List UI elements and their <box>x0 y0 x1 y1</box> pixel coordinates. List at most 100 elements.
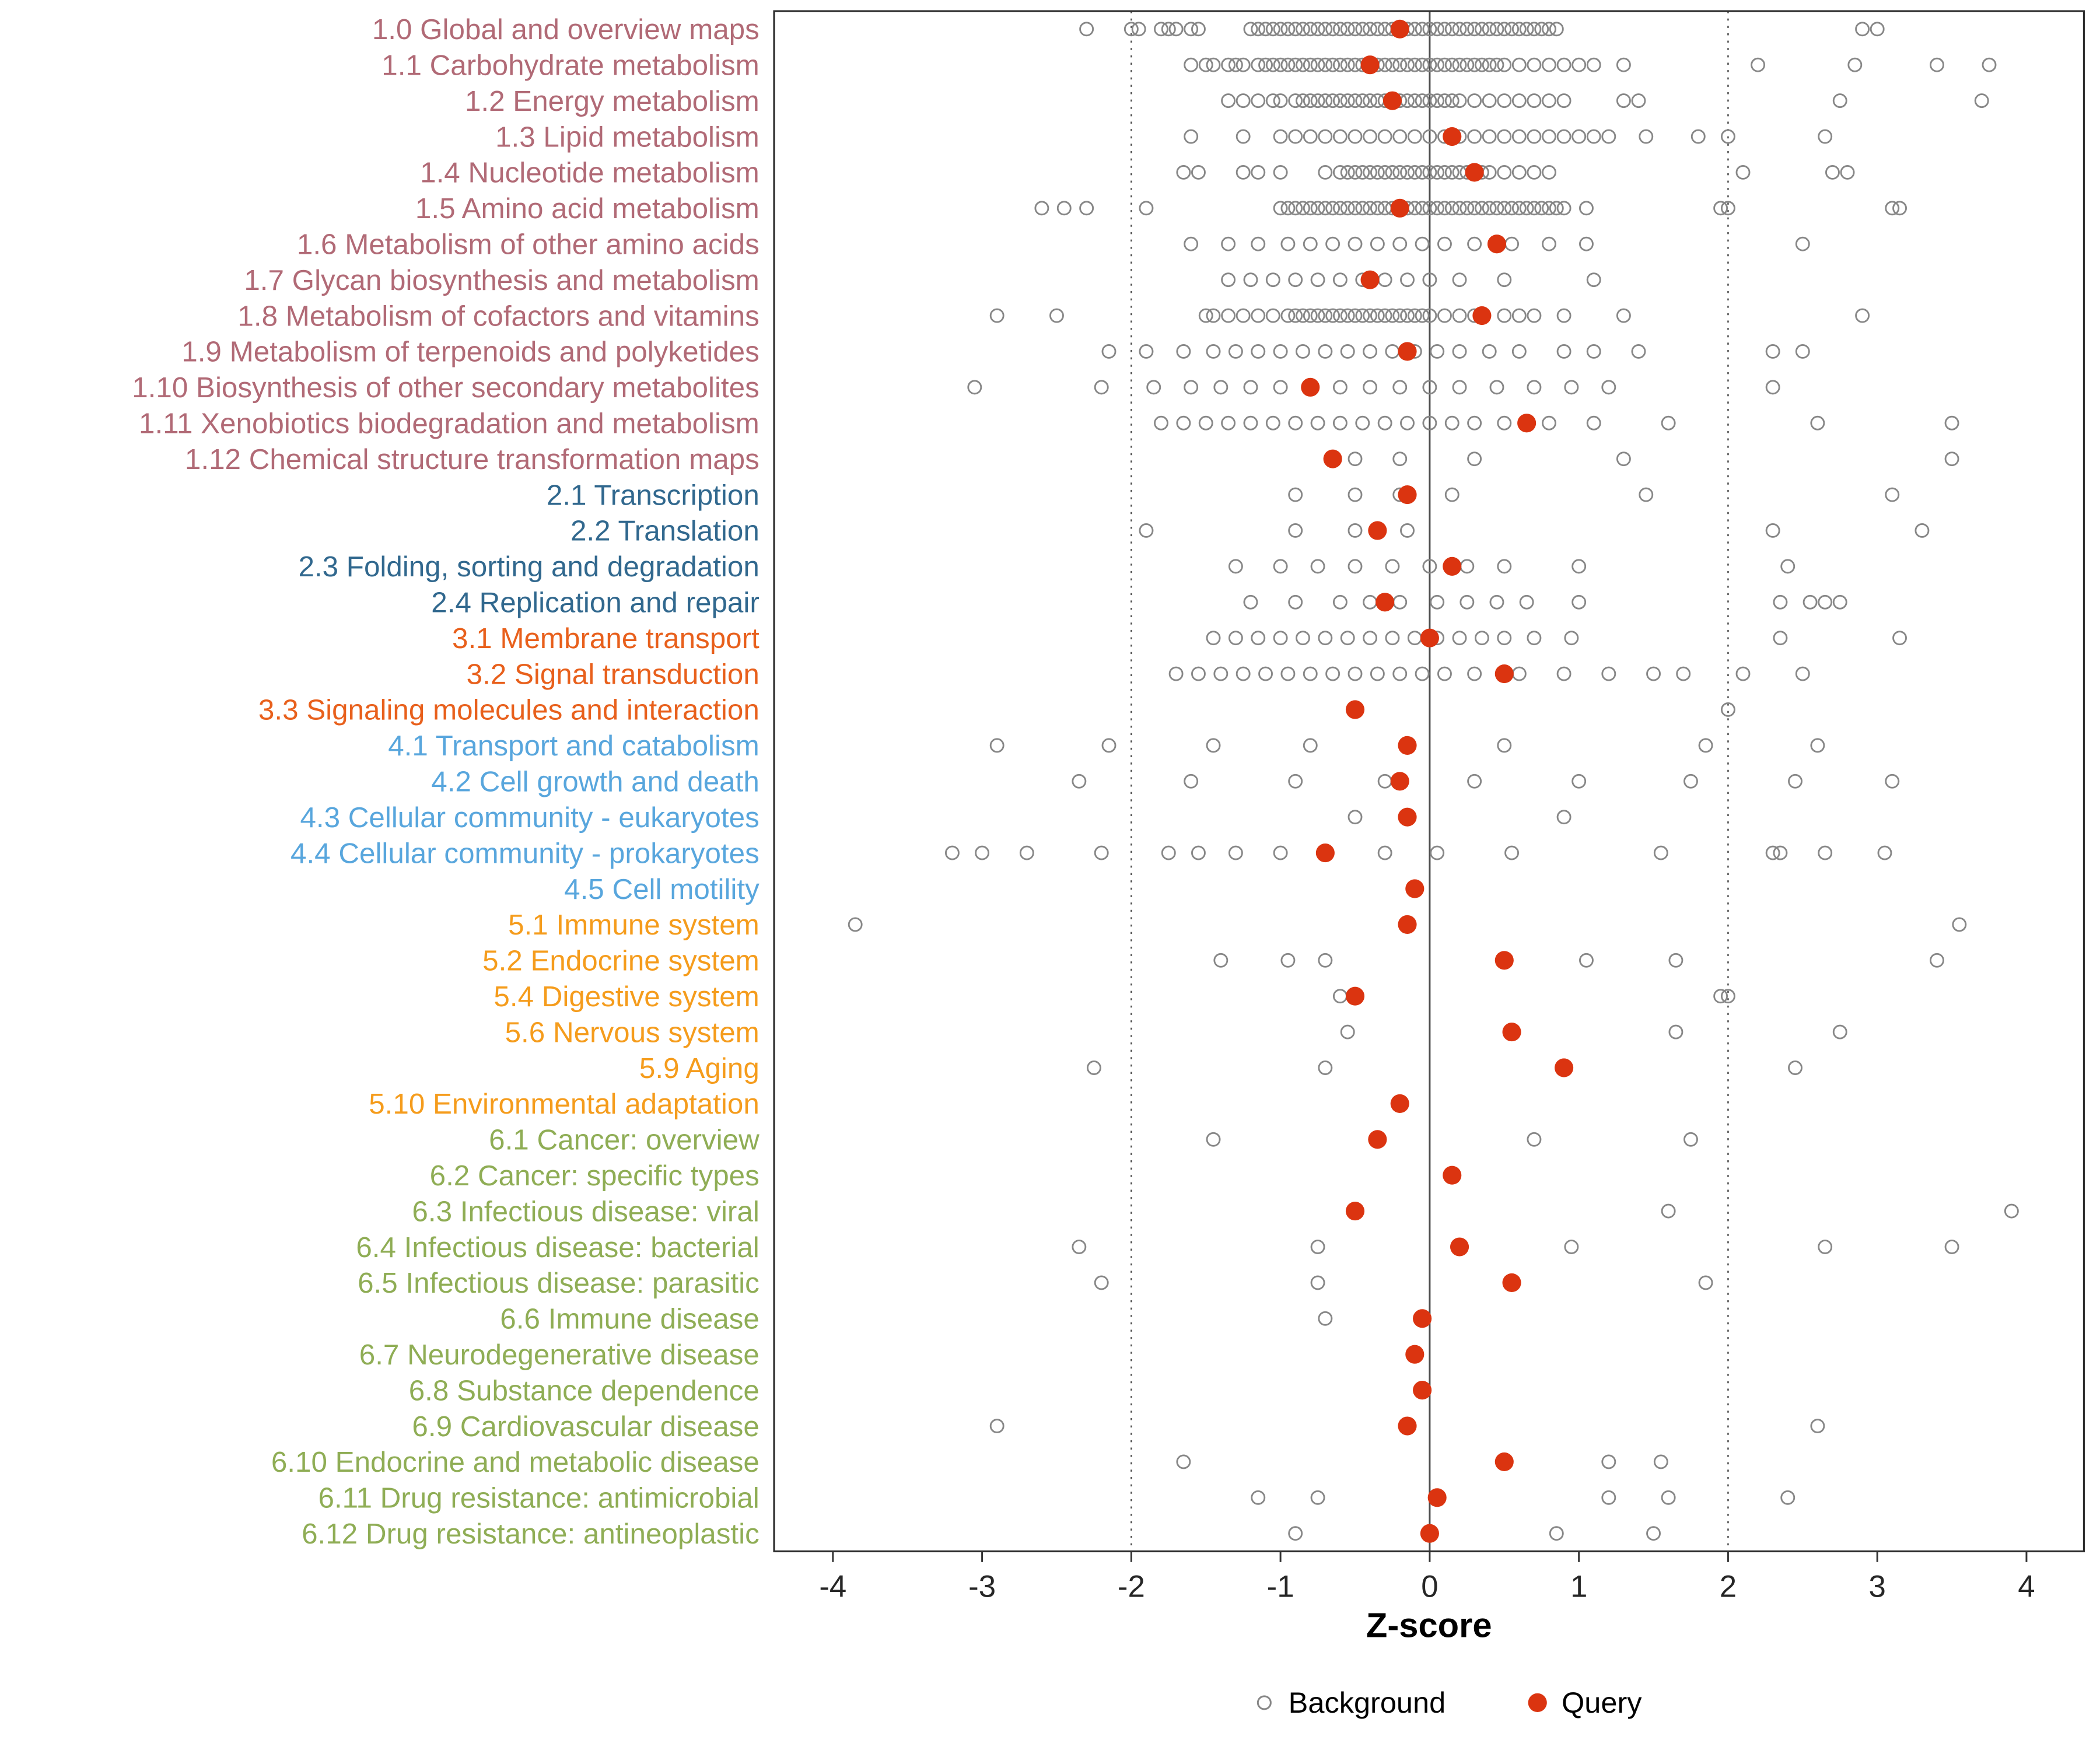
background-point <box>1072 1240 1087 1254</box>
background-point <box>1556 57 1572 72</box>
background-point <box>1437 57 1452 72</box>
background-point <box>1265 93 1280 108</box>
background-point <box>1467 129 1482 144</box>
query-point <box>1443 556 1462 576</box>
background-point <box>1549 1526 1564 1541</box>
row-label: 4.1 Transport and catabolism <box>388 730 760 762</box>
background-point <box>1377 845 1392 860</box>
background-point <box>1832 594 1847 610</box>
background-point <box>1363 201 1378 216</box>
background-point <box>1489 22 1504 37</box>
background-point <box>1377 22 1392 37</box>
background-point <box>1452 93 1467 108</box>
background-point <box>1773 845 1788 860</box>
row-label: 1.9 Metabolism of terpenoids and polyket… <box>181 336 760 368</box>
query-point <box>1555 1058 1574 1077</box>
background-point <box>1631 93 1646 108</box>
background-point <box>1430 594 1445 610</box>
background-point <box>1407 93 1422 108</box>
row-label: 2.1 Transcription <box>547 479 760 511</box>
background-point <box>1236 57 1251 72</box>
background-point <box>1601 666 1616 681</box>
background-point <box>1430 22 1445 37</box>
background-point <box>1422 308 1437 323</box>
query-point <box>1368 521 1387 540</box>
row-label: 6.2 Cancer: specific types <box>430 1160 760 1192</box>
background-point <box>1184 129 1199 144</box>
background-point <box>1601 1454 1616 1469</box>
background-point <box>1422 57 1437 72</box>
background-point <box>1511 201 1527 216</box>
background-point <box>1511 666 1527 681</box>
background-point <box>1676 666 1691 681</box>
row-label: 1.1 Carbohydrate metabolism <box>382 50 759 82</box>
background-point <box>1422 93 1437 108</box>
background-point <box>1542 22 1556 37</box>
background-point <box>1572 594 1587 610</box>
query-point <box>1315 844 1335 863</box>
background-point <box>1191 666 1206 681</box>
background-point <box>1288 272 1303 288</box>
background-point <box>1765 523 1780 538</box>
background-point <box>1348 164 1363 180</box>
background-point <box>1952 917 1967 932</box>
background-point <box>1392 666 1408 681</box>
background-point <box>1288 201 1303 216</box>
background-point <box>1251 308 1266 323</box>
background-point <box>1511 344 1527 359</box>
background-point <box>1460 22 1475 37</box>
background-point <box>1273 380 1288 395</box>
background-point <box>1273 559 1288 574</box>
background-point <box>1489 594 1504 610</box>
background-point <box>1497 201 1512 216</box>
background-point <box>1251 93 1266 108</box>
background-point <box>1444 93 1460 108</box>
query-point <box>1398 485 1417 505</box>
row-label: 3.2 Signal transduction <box>467 658 760 690</box>
background-point <box>989 1419 1005 1433</box>
background-point <box>1482 22 1497 37</box>
background-point <box>1363 129 1378 144</box>
background-point <box>1870 22 1885 37</box>
background-point <box>1049 308 1064 323</box>
row-label: 1.6 Metabolism of other amino acids <box>297 229 760 261</box>
background-point <box>1296 631 1310 646</box>
background-point <box>1549 22 1564 37</box>
row-label: 5.10 Environmental adaptation <box>369 1088 760 1120</box>
background-point <box>1377 164 1392 180</box>
background-point <box>1184 57 1199 72</box>
row-label: 1.12 Chemical structure transformation m… <box>185 443 760 475</box>
query-point <box>1405 1345 1424 1364</box>
background-point <box>1400 272 1415 288</box>
background-point <box>1318 22 1333 37</box>
background-point <box>1460 57 1475 72</box>
background-point <box>1437 308 1452 323</box>
background-point <box>1363 93 1378 108</box>
query-point <box>1345 986 1365 1006</box>
background-point <box>1915 523 1930 538</box>
background-point <box>1415 93 1430 108</box>
background-point <box>1631 344 1646 359</box>
background-point <box>1467 236 1482 251</box>
row-label: 1.3 Lipid metabolism <box>495 121 760 153</box>
query-point <box>1494 664 1514 684</box>
background-point <box>1198 308 1213 323</box>
background-point <box>1377 129 1392 144</box>
background-point <box>1303 22 1318 37</box>
background-point <box>1236 93 1251 108</box>
background-point <box>1527 380 1542 395</box>
background-point <box>1296 308 1310 323</box>
background-point <box>1556 308 1572 323</box>
x-tick-label: -3 <box>968 1570 996 1604</box>
background-point <box>1191 22 1206 37</box>
background-point <box>1586 415 1601 430</box>
background-point <box>1601 1490 1616 1505</box>
background-point <box>1303 666 1318 681</box>
background-point <box>1855 308 1870 323</box>
background-point <box>1422 22 1437 37</box>
background-point <box>1497 415 1512 430</box>
row-label: 5.4 Digestive system <box>494 981 759 1013</box>
background-point <box>1280 236 1296 251</box>
background-point <box>1564 1240 1579 1254</box>
background-point <box>1377 308 1392 323</box>
